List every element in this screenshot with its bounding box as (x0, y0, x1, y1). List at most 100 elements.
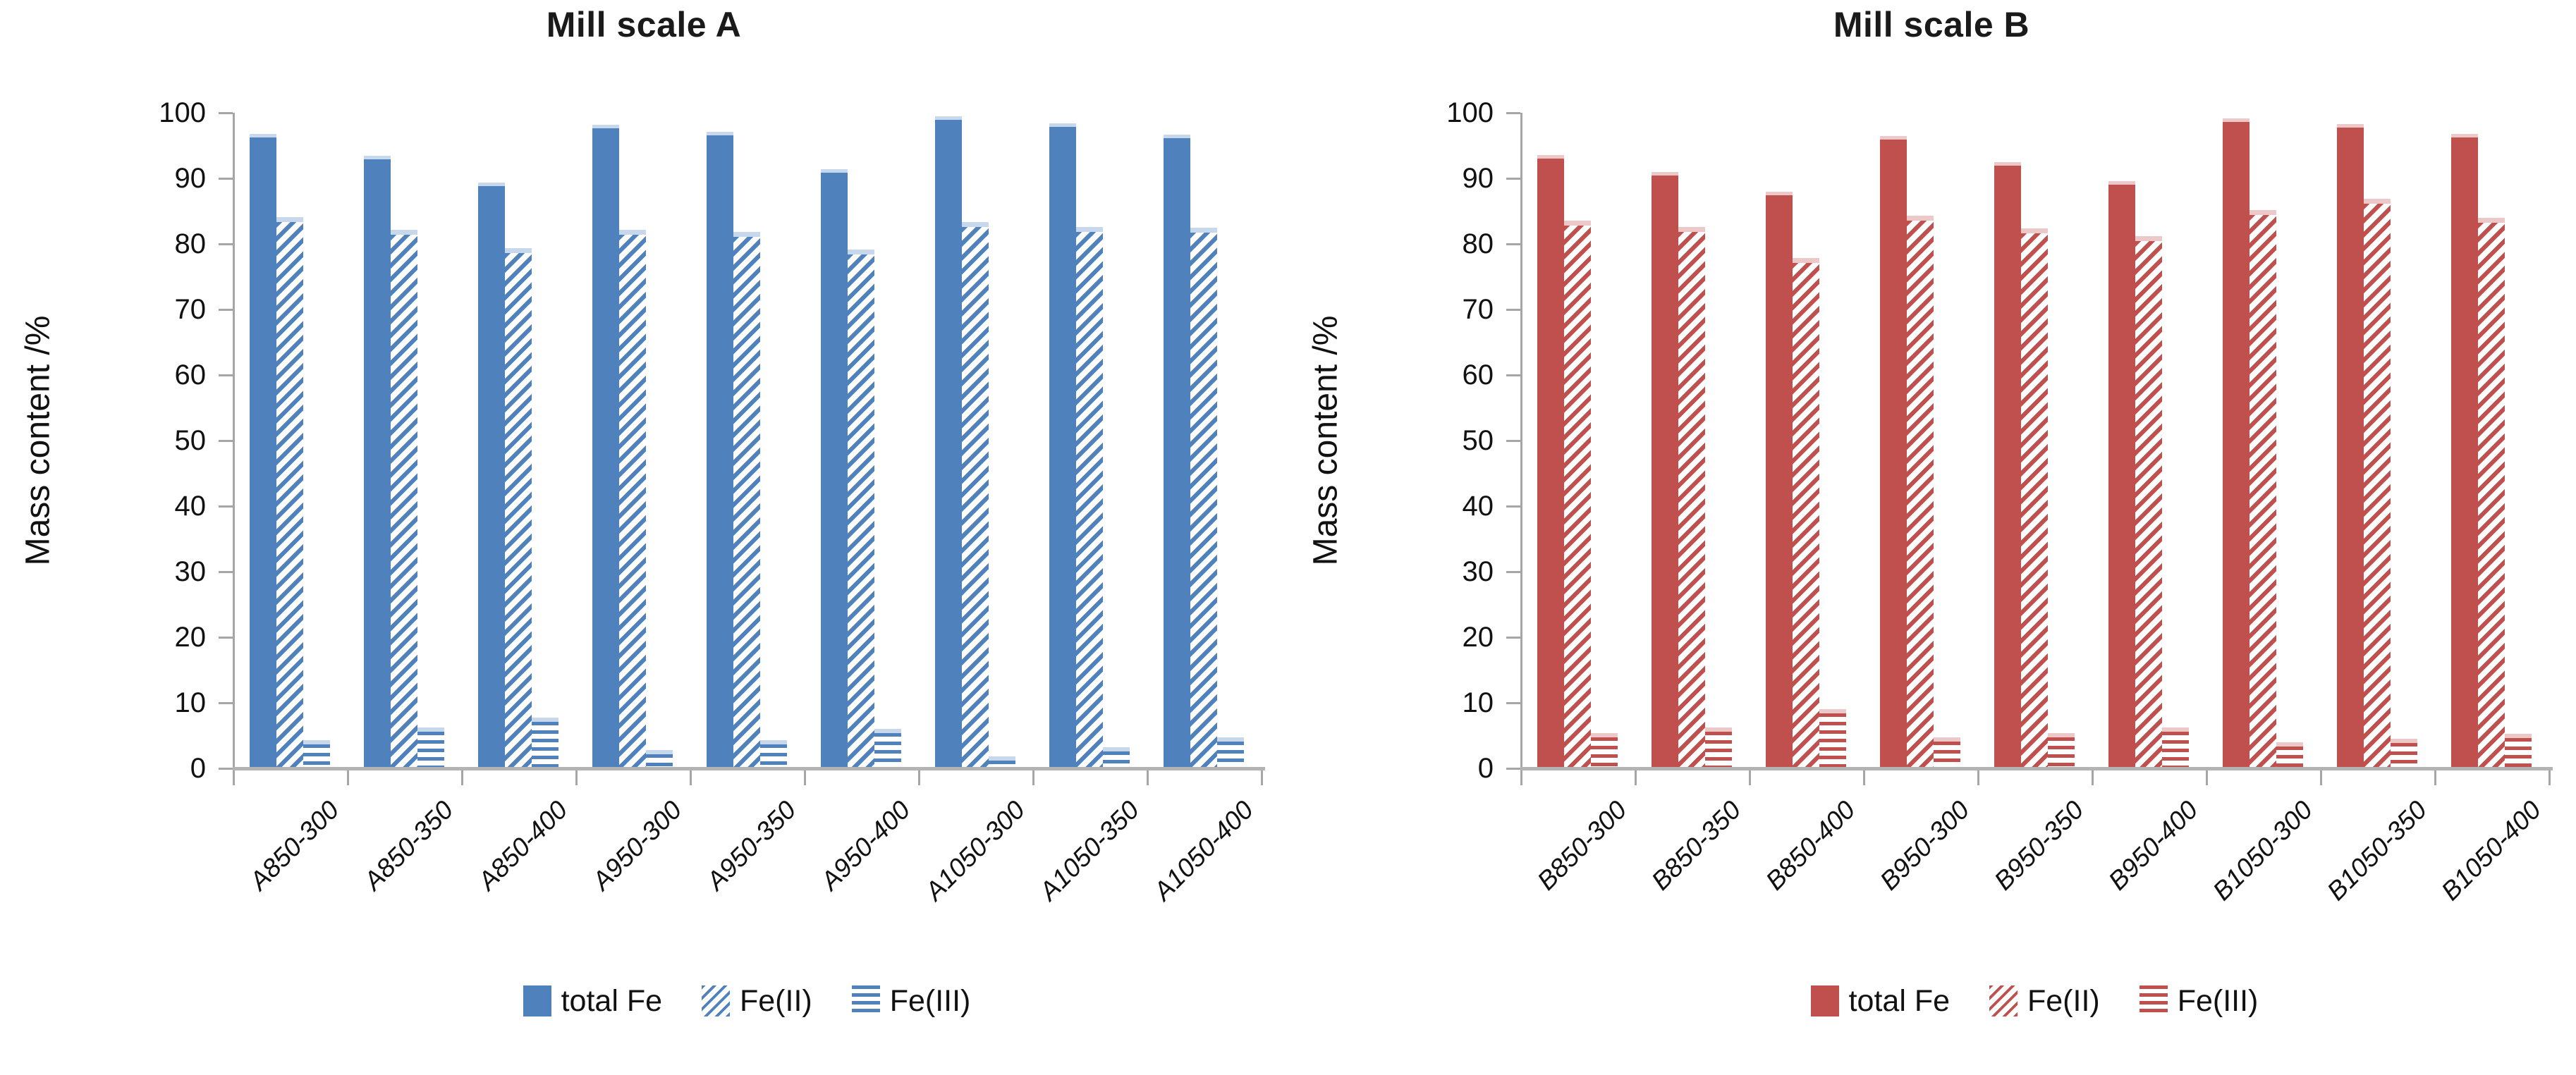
bar-fe-iii- (303, 740, 330, 768)
bar-total-fe (2451, 133, 2478, 768)
bar-fe-iii- (2505, 733, 2532, 768)
x-tick-label: A850-300 (244, 795, 345, 896)
y-tick (219, 112, 233, 114)
y-tick-label: 80 (1462, 228, 1494, 259)
x-tick (1863, 770, 1865, 785)
x-axis (1520, 767, 2553, 770)
x-tick-label: B950-300 (1874, 795, 1975, 896)
legend-swatch-diag-icon (1989, 985, 2018, 1016)
bar-fe-iii- (760, 740, 787, 768)
y-tick-label: 40 (1462, 491, 1494, 522)
bar-fe-ii- (505, 247, 532, 768)
x-tick-label: B950-350 (1989, 795, 2089, 896)
legend-label: Fe(III) (889, 983, 971, 1018)
bar-fe-ii- (619, 229, 646, 768)
x-tick (1147, 770, 1149, 785)
bar-fe-iii- (2391, 739, 2417, 768)
y-tick-label: 70 (174, 294, 207, 325)
legend-label: total Fe (561, 983, 662, 1018)
bar-total-fe (707, 131, 733, 768)
x-tick-label: A850-400 (472, 795, 573, 896)
bar-fe-ii- (2135, 235, 2162, 768)
bar-total-fe (2108, 180, 2135, 768)
y-tick-label: 10 (174, 687, 207, 718)
bar-fe-iii- (1217, 737, 1244, 768)
bar-fe-ii- (1907, 216, 1934, 768)
y-tick (1506, 243, 1520, 245)
legend-swatch-solid-icon (1810, 985, 1839, 1016)
y-tick-label: 80 (174, 228, 207, 259)
bar-total-fe (821, 168, 848, 768)
x-tick-label: B1050-300 (2206, 795, 2318, 907)
bar-fe-iii- (2048, 732, 2075, 768)
y-tick (219, 505, 233, 508)
x-tick (1520, 770, 1522, 785)
x-tick (461, 770, 463, 785)
y-tick (1506, 571, 1520, 573)
x-tick-label: B850-350 (1646, 795, 1747, 896)
bar-total-fe (1164, 134, 1190, 768)
bar-fe-iii- (2162, 727, 2189, 768)
y-tick (1506, 178, 1520, 180)
y-tick-label: 50 (1462, 425, 1494, 456)
bar-total-fe (250, 133, 276, 768)
y-tick-label: 100 (1446, 97, 1494, 128)
bar-fe-iii- (1819, 709, 1846, 768)
bar-fe-ii- (391, 230, 417, 768)
y-tick-label: 50 (174, 425, 207, 456)
legend-label: total Fe (1848, 983, 1950, 1018)
x-tick (2320, 770, 2322, 785)
y-tick (1506, 309, 1520, 311)
bar-fe-ii- (2250, 209, 2276, 768)
y-tick (219, 571, 233, 573)
x-tick-label: B1050-400 (2435, 795, 2546, 907)
y-tick (1506, 702, 1520, 704)
bar-fe-iii- (417, 727, 444, 768)
bar-total-fe (2223, 118, 2250, 768)
y-tick (1506, 768, 1520, 770)
y-tick (219, 440, 233, 442)
bar-fe-ii- (962, 222, 989, 768)
y-tick (1506, 440, 1520, 442)
y-tick-label: 0 (190, 753, 206, 784)
y-tick (219, 309, 233, 311)
x-tick-label: A950-400 (815, 795, 916, 896)
x-axis (233, 767, 1265, 770)
bar-fe-ii- (2364, 198, 2391, 768)
y-tick (219, 702, 233, 704)
y-tick-label: 100 (159, 97, 206, 128)
bar-fe-iii- (874, 729, 901, 768)
y-tick (219, 637, 233, 639)
bar-total-fe (935, 116, 962, 768)
bar-total-fe (1652, 171, 1678, 768)
x-tick (918, 770, 920, 785)
x-tick-label: A1050-300 (919, 795, 1030, 907)
chart-panel-mill-scale-b: Mill scale B Mass content /% 0 10 20 30 40 50… (1288, 0, 2575, 1075)
bar-fe-ii- (1678, 226, 1705, 768)
y-tick (1506, 505, 1520, 508)
bar-total-fe (1880, 136, 1907, 768)
chart-panel-mill-scale-a: Mill scale A Mass content /% 0 10 20 30 40 50… (20, 5, 1265, 1018)
x-tick-label: B850-300 (1532, 795, 1632, 896)
x-tick-label: A950-300 (587, 795, 688, 896)
legend-swatch-solid-icon (523, 985, 551, 1016)
legend-item: Fe(III) (2139, 985, 2258, 1016)
y-tick-label: 90 (1462, 163, 1494, 194)
bar-fe-ii- (1190, 227, 1217, 768)
legend-label: Fe(II) (2027, 983, 2100, 1018)
x-tick (1032, 770, 1034, 785)
bar-fe-ii- (1076, 226, 1103, 768)
x-tick-label: B850-400 (1760, 795, 1861, 896)
y-tick (219, 243, 233, 245)
x-tick-label: A950-350 (701, 795, 802, 896)
x-tick (575, 770, 578, 785)
y-tick-label: 10 (1462, 687, 1494, 718)
y-tick (219, 374, 233, 376)
legend-item: Fe(II) (1989, 985, 2100, 1016)
legend-item: total Fe (1810, 983, 1950, 1018)
x-tick (233, 770, 235, 785)
bar-total-fe (364, 156, 391, 768)
y-tick (219, 768, 233, 770)
bar-fe-iii- (1705, 727, 1732, 768)
